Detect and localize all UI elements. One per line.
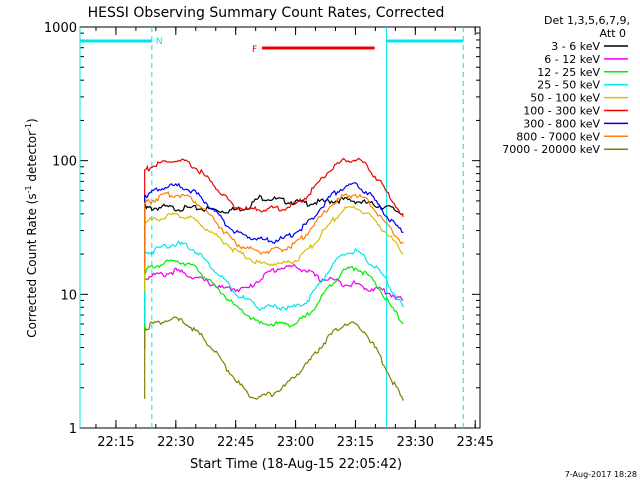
attenuator-bar-label: N [156, 37, 163, 47]
series-line-2 [144, 259, 404, 341]
y-axis-label-sup2: -1 [24, 123, 33, 131]
legend-entry-label: 800 - 7000 keV [516, 130, 600, 143]
plot-frame [79, 26, 481, 429]
y-tick-label: 100 [52, 155, 77, 170]
x-tick-label: 23:45 [456, 435, 493, 450]
y-axis-label-main: Corrected Count Rate (s [25, 193, 39, 337]
legend-header-line-1: Det 1,3,5,6,7,9, [544, 14, 630, 27]
x-tick-label: 22:30 [157, 435, 194, 450]
y-axis-label-mid: detector [25, 131, 39, 186]
y-tick-label: 1 [69, 422, 77, 437]
legend-entry-label: 100 - 300 keV [523, 105, 600, 118]
x-tick-label: 22:45 [217, 435, 254, 450]
legend-entry-label: 25 - 50 keV [537, 79, 600, 92]
series-line-3 [144, 240, 404, 324]
x-axis-label: Start Time (18-Aug-15 22:05:42) [190, 457, 402, 472]
y-axis-label-sup1: -1 [24, 185, 33, 193]
legend-entry-label: 6 - 12 keV [544, 53, 600, 66]
y-tick-label: 10 [60, 288, 77, 303]
legend-entry-label: 7000 - 20000 keV [502, 143, 600, 156]
y-axis-label-end: ) [25, 118, 39, 123]
series-line-0 [144, 194, 404, 279]
series-line-6 [144, 182, 404, 266]
x-tick-label: 23:00 [277, 435, 314, 450]
series-line-5 [144, 157, 404, 240]
flare-bar-label: F [252, 45, 257, 55]
legend-entry-label: 300 - 800 keV [523, 117, 600, 130]
series-line-7 [144, 191, 404, 274]
y-axis-label: Corrected Count Rate (s-1 detector-1) [24, 118, 39, 337]
plot-area: 1 10 100 1000 22:15 22:30 22:45 23:00 23:15 23:30… [44, 21, 494, 450]
legend-entry-label: 3 - 6 keV [551, 40, 600, 53]
y-tick-label: 1000 [44, 21, 77, 36]
series-line-8 [144, 316, 404, 401]
series-line-1 [144, 263, 404, 349]
x-tick-label: 23:30 [397, 435, 434, 450]
date-stamp: 7-Aug-2017 18:28 [565, 470, 637, 479]
legend-header-line-2: Att 0 [600, 27, 626, 40]
chart-title: HESSI Observing Summary Count Rates, Cor… [88, 5, 445, 21]
x-tick-label: 23:15 [337, 435, 374, 450]
legend-entry-label: 50 - 100 keV [530, 92, 600, 105]
series-line-4 [144, 205, 404, 292]
legend-entry-label: 12 - 25 keV [537, 66, 600, 79]
x-tick-label: 22:15 [97, 435, 134, 450]
